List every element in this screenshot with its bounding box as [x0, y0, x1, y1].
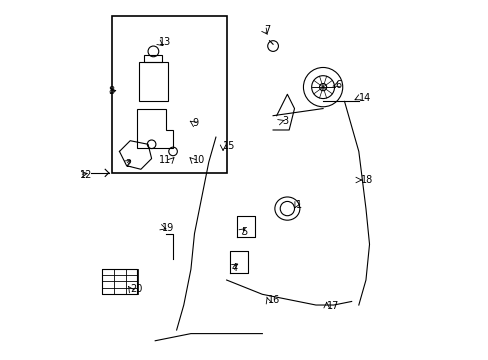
- Text: 19: 19: [162, 222, 174, 233]
- Text: 16: 16: [267, 295, 280, 305]
- Text: 7: 7: [264, 25, 270, 35]
- Bar: [102, 269, 137, 294]
- Text: 8: 8: [108, 86, 115, 96]
- Text: 11: 11: [159, 156, 171, 165]
- Text: 6: 6: [335, 80, 341, 90]
- Text: 12: 12: [80, 170, 92, 180]
- Text: 1: 1: [296, 200, 302, 210]
- Text: 3: 3: [282, 116, 287, 126]
- Text: 14: 14: [358, 93, 370, 103]
- Text: 2: 2: [124, 159, 131, 169]
- Text: 17: 17: [326, 301, 338, 311]
- Text: 20: 20: [130, 284, 142, 294]
- Bar: [112, 16, 226, 173]
- Text: 5: 5: [241, 227, 246, 237]
- Text: 18: 18: [360, 175, 372, 185]
- Text: 13: 13: [159, 37, 171, 48]
- Text: 10: 10: [192, 156, 204, 165]
- Text: 9: 9: [192, 118, 199, 128]
- Text: 15: 15: [223, 141, 235, 151]
- Text: 4: 4: [231, 262, 238, 273]
